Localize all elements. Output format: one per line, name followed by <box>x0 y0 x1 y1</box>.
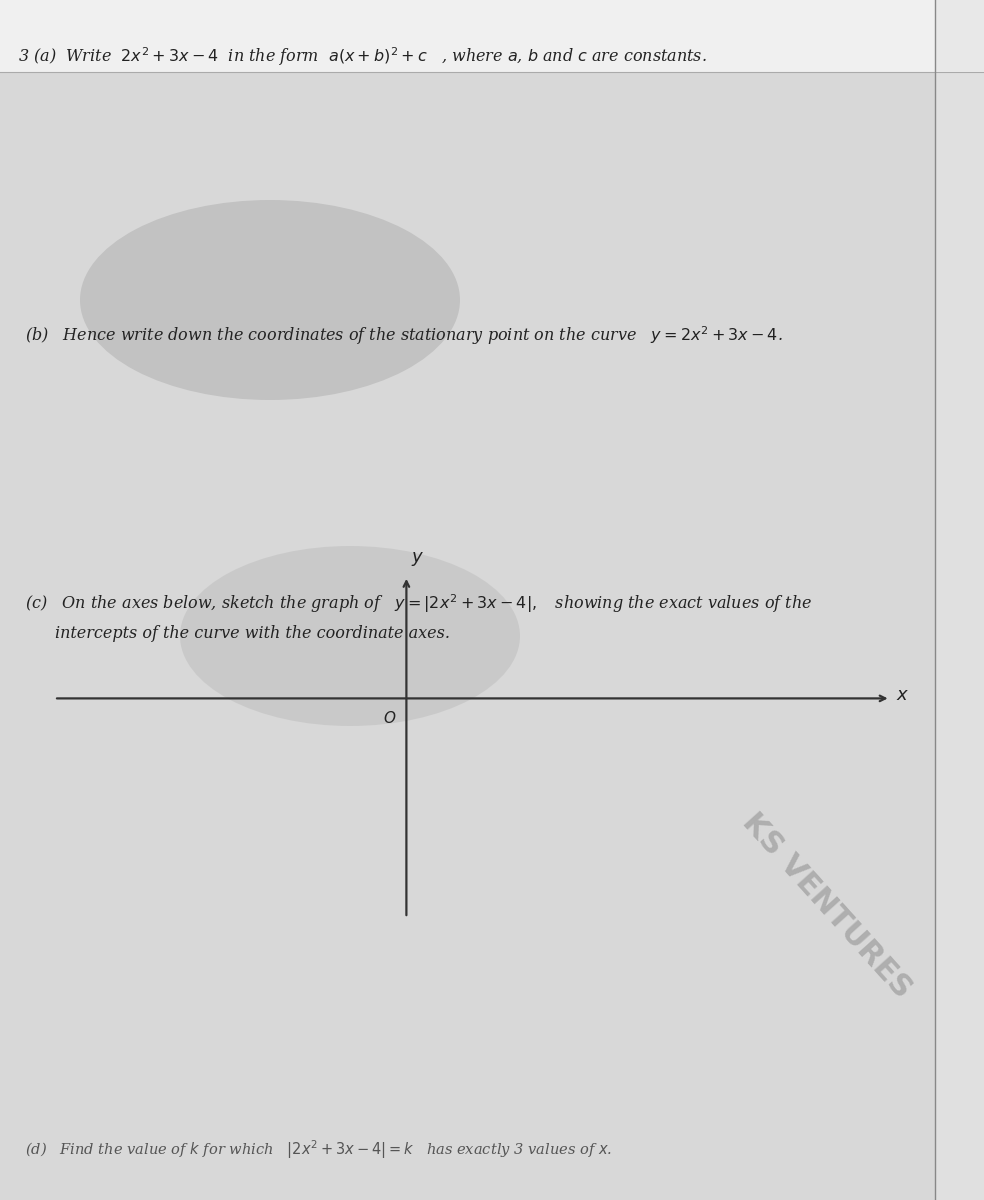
Text: intercepts of the curve with the coordinate axes.: intercepts of the curve with the coordin… <box>55 625 450 642</box>
Bar <box>935 0 984 72</box>
Text: (c)   On the axes below, sketch the graph of   $y=|2x^2+3x-4|,$   showing the ex: (c) On the axes below, sketch the graph … <box>25 593 812 614</box>
Bar <box>935 0 984 1200</box>
Ellipse shape <box>80 200 460 400</box>
Bar <box>0 0 984 72</box>
Text: (b)   Hence write down the coordinates of the stationary point on the curve   $y: (b) Hence write down the coordinates of … <box>25 325 782 347</box>
Text: $y$: $y$ <box>411 550 425 568</box>
Ellipse shape <box>180 546 520 726</box>
Text: 3 (a)  Write  $2x^2+3x-4$  in the form  $a(x+b)^2+c$   , where $a$, $b$ and $c$ : 3 (a) Write $2x^2+3x-4$ in the form $a(x… <box>18 46 707 67</box>
Text: $O$: $O$ <box>383 710 397 726</box>
Text: (d)   Find the value of $k$ for which   $|2x^2+3x-4|=k$   has exactly 3 values o: (d) Find the value of $k$ for which $|2x… <box>25 1139 612 1160</box>
Text: KS VENTURES: KS VENTURES <box>736 808 917 1004</box>
Text: $x$: $x$ <box>895 686 909 704</box>
